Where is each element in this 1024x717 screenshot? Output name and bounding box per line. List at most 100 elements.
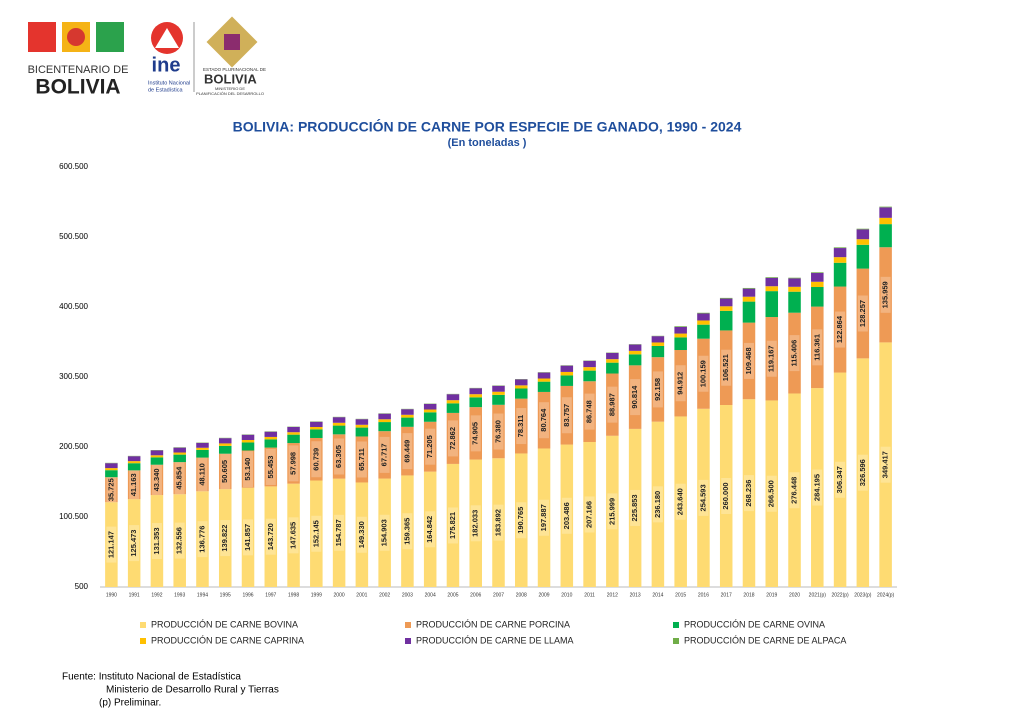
label-bg xyxy=(447,507,458,544)
logo-text: ESTADO PLURINACIONAL DE xyxy=(203,67,266,72)
label-bg xyxy=(379,514,390,551)
data-label: 69.449 xyxy=(402,440,411,463)
data-label: 260.000 xyxy=(721,482,730,509)
data-label: 215.999 xyxy=(607,498,616,525)
bar-segment xyxy=(241,487,255,587)
bar-segment xyxy=(446,400,460,404)
bar-segment xyxy=(811,287,824,307)
data-label: 128.257 xyxy=(858,300,867,327)
label-bg xyxy=(311,515,322,552)
legend-swatch xyxy=(405,638,411,644)
data-label: 183.892 xyxy=(493,509,502,536)
logo-ministerio: ESTADO PLURINACIONAL DE BOLIVIA MINISTER… xyxy=(196,16,266,96)
y-tick-label: 300.500 xyxy=(59,372,88,381)
x-tick-label: 1996 xyxy=(242,592,253,598)
x-tick-label: 2013 xyxy=(630,592,641,598)
data-label: 203.486 xyxy=(562,502,571,529)
label-bg xyxy=(334,438,345,475)
data-label: 147.635 xyxy=(289,522,298,549)
bar-segment xyxy=(856,239,870,245)
data-label: 306.347 xyxy=(835,466,844,493)
bar-segment xyxy=(811,281,824,288)
label-bg xyxy=(607,493,618,530)
data-label: 45.854 xyxy=(175,466,184,490)
data-label: 50.605 xyxy=(220,460,229,483)
source: Fuente: Instituto Nacional de Estadístic… xyxy=(62,672,241,683)
x-tick-label: 1993 xyxy=(174,592,185,598)
data-label: 143.720 xyxy=(266,523,275,550)
bar-segment xyxy=(127,499,141,587)
data-label: 136.776 xyxy=(197,526,206,553)
data-label: 92.158 xyxy=(653,378,662,401)
x-tick-label: 2010 xyxy=(561,592,572,598)
y-tick-label: 100.500 xyxy=(59,512,88,521)
bar-segment xyxy=(310,426,323,430)
bar-segment xyxy=(628,344,642,351)
data-label: 182.033 xyxy=(471,510,480,537)
legend-item: PRODUCCIÓN DE CARNE DE LLAMA xyxy=(405,635,574,645)
x-tick-label: 2019 xyxy=(766,592,777,598)
x-tick-label: 2020 xyxy=(789,592,800,598)
x-tick-label: 2021(p) xyxy=(809,592,827,598)
bar-segment xyxy=(310,429,323,438)
bar-segment xyxy=(218,445,232,454)
legend-swatch xyxy=(673,638,679,644)
label-bg xyxy=(630,379,641,416)
label-bg xyxy=(516,408,527,445)
bar-segment xyxy=(606,435,619,587)
bar-segment xyxy=(355,427,369,437)
bar-segment xyxy=(628,354,642,366)
data-label: 71.205 xyxy=(425,435,434,458)
bar-segment xyxy=(674,337,687,351)
label-bg xyxy=(334,514,345,551)
logo-text: BOLIVIA xyxy=(204,71,257,86)
bar-segment xyxy=(697,313,710,321)
bar-segment xyxy=(378,413,391,420)
bar-segment xyxy=(150,455,164,458)
bar-segment xyxy=(719,310,733,331)
bar-segment xyxy=(742,296,756,302)
logo-text: ine xyxy=(152,54,181,76)
bar-segment xyxy=(355,482,369,587)
label-bg xyxy=(630,489,641,526)
bar-segment xyxy=(150,450,164,456)
bar-segment xyxy=(241,450,255,488)
bar-segment xyxy=(105,477,118,503)
x-tick-label: 2023(p) xyxy=(854,592,872,598)
bar-segment xyxy=(697,312,710,314)
label-bg xyxy=(151,523,162,560)
legend-swatch xyxy=(405,622,411,628)
label-bg xyxy=(425,428,436,465)
bar-segment xyxy=(742,301,756,323)
source: Ministerio de Desarrollo Rural y Tierras xyxy=(106,685,279,696)
label-bg xyxy=(174,462,185,495)
label-bg xyxy=(265,518,276,555)
label-bg xyxy=(743,475,754,512)
bar-segment xyxy=(446,394,460,401)
data-label: 72.862 xyxy=(448,427,457,450)
bar-segment xyxy=(105,502,118,587)
bar-segment xyxy=(856,268,870,359)
label-bg xyxy=(812,469,823,506)
bar-segment xyxy=(173,447,186,453)
bar-segment xyxy=(811,272,824,274)
bar-segment xyxy=(264,439,278,448)
bar-segment xyxy=(719,306,733,311)
bar-segment xyxy=(264,436,278,440)
data-label: 139.822 xyxy=(220,524,229,551)
data-label: 159.365 xyxy=(402,518,411,545)
bar-segment xyxy=(423,403,437,410)
bar-segment xyxy=(218,489,232,587)
data-label: 63.305 xyxy=(334,445,343,468)
data-label: 55.453 xyxy=(266,456,275,479)
label-bg xyxy=(835,311,846,348)
bar-segment xyxy=(742,287,756,289)
label-bg xyxy=(129,525,140,562)
label-bg xyxy=(356,441,367,478)
label-bg xyxy=(151,464,162,496)
legend-label: PRODUCCIÓN DE CARNE DE ALPACA xyxy=(684,635,846,645)
logo-text: BICENTENARIO DE xyxy=(28,64,129,76)
logo-text: PLANIFICACIÓN DEL DESARROLLO xyxy=(196,91,264,96)
label-bg xyxy=(698,479,709,516)
x-tick-label: 1995 xyxy=(220,592,231,598)
